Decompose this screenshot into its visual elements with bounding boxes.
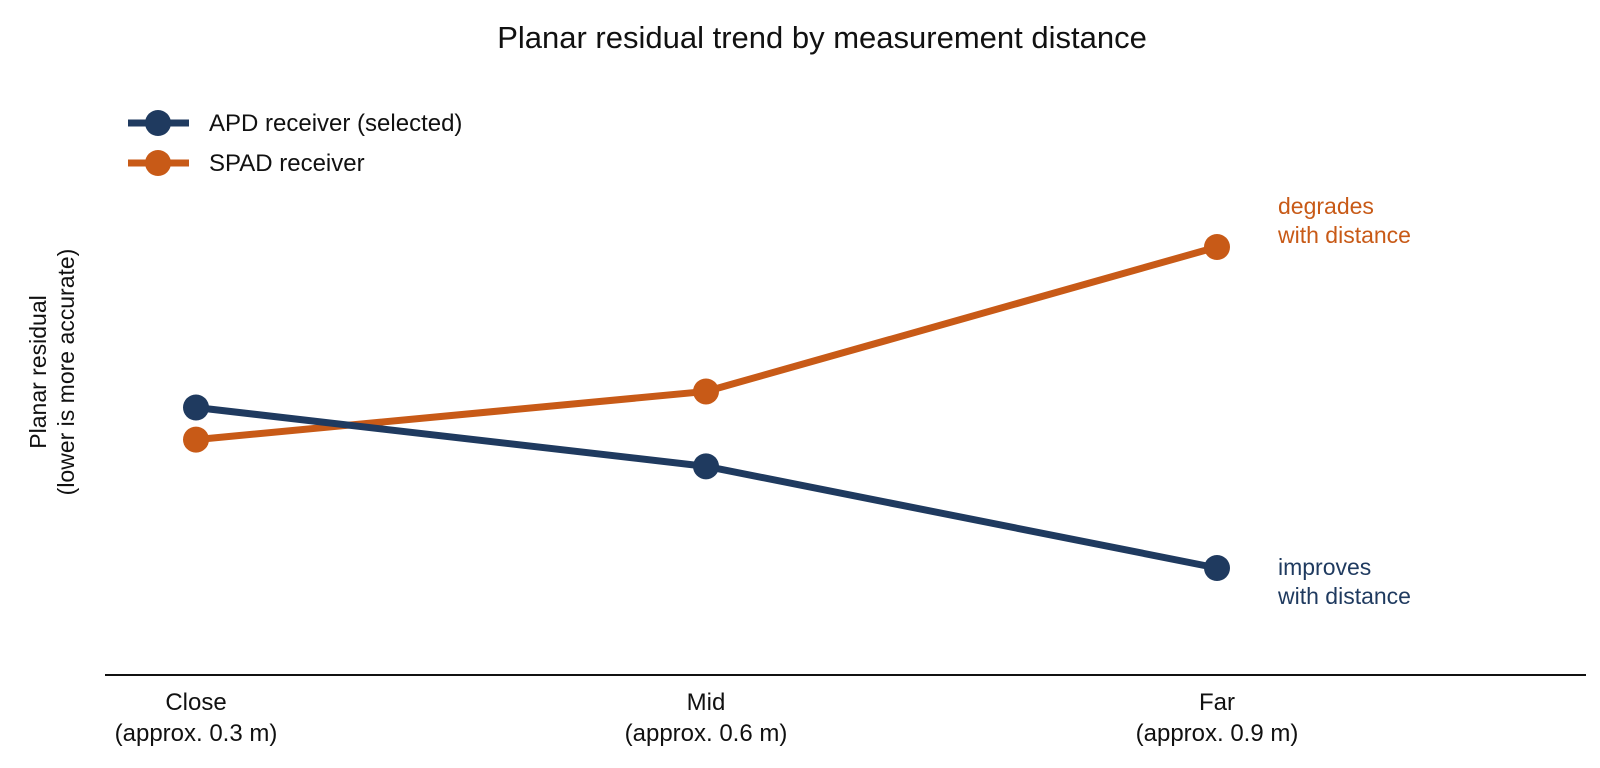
x-axis-ticks: Close (approx. 0.3 m) Mid (approx. 0.6 m) Fa… — [115, 689, 1299, 747]
series-line-apd-receiver-selected — [192, 404, 1221, 572]
series-annotation: improves — [1278, 554, 1371, 580]
x-tick-label: Far — [1199, 689, 1235, 716]
series-lines — [183, 234, 1230, 581]
x-tick-label: (approx. 0.9 m) — [1136, 720, 1299, 747]
chart-title: Planar residual trend by measurement dis… — [497, 20, 1147, 55]
data-point-spad-receiver — [1204, 234, 1230, 260]
legend-swatch-marker — [145, 110, 171, 136]
legend-label: APD receiver (selected) — [209, 110, 462, 137]
series-annotation: degrades — [1278, 193, 1374, 219]
series-annotation: with distance — [1277, 583, 1411, 609]
data-point-apd-receiver-selected — [1204, 555, 1230, 581]
legend-swatch-marker — [145, 150, 171, 176]
series-line-spad-receiver — [192, 243, 1221, 444]
x-tick-label: Close — [165, 689, 226, 716]
legend-label: SPAD receiver — [209, 150, 365, 177]
y-axis-label-line-1: Planar residual — [25, 295, 51, 448]
y-axis-label-line-2: (lower is more accurate) — [53, 249, 79, 496]
data-point-spad-receiver — [183, 426, 209, 453]
x-tick-label: Mid — [687, 689, 726, 716]
x-tick-label: (approx. 0.6 m) — [625, 720, 788, 747]
y-axis-label: Planar residual (lower is more accurate) — [25, 249, 79, 496]
data-point-apd-receiver-selected — [183, 394, 209, 421]
legend: APD receiver (selected) SPAD receiver — [128, 110, 462, 177]
data-point-apd-receiver-selected — [693, 453, 719, 480]
data-point-spad-receiver — [693, 378, 719, 405]
series-annotations: improves with distance degrades with distan… — [1277, 193, 1411, 609]
series-annotation: with distance — [1277, 222, 1411, 248]
x-tick-label: (approx. 0.3 m) — [115, 720, 278, 747]
